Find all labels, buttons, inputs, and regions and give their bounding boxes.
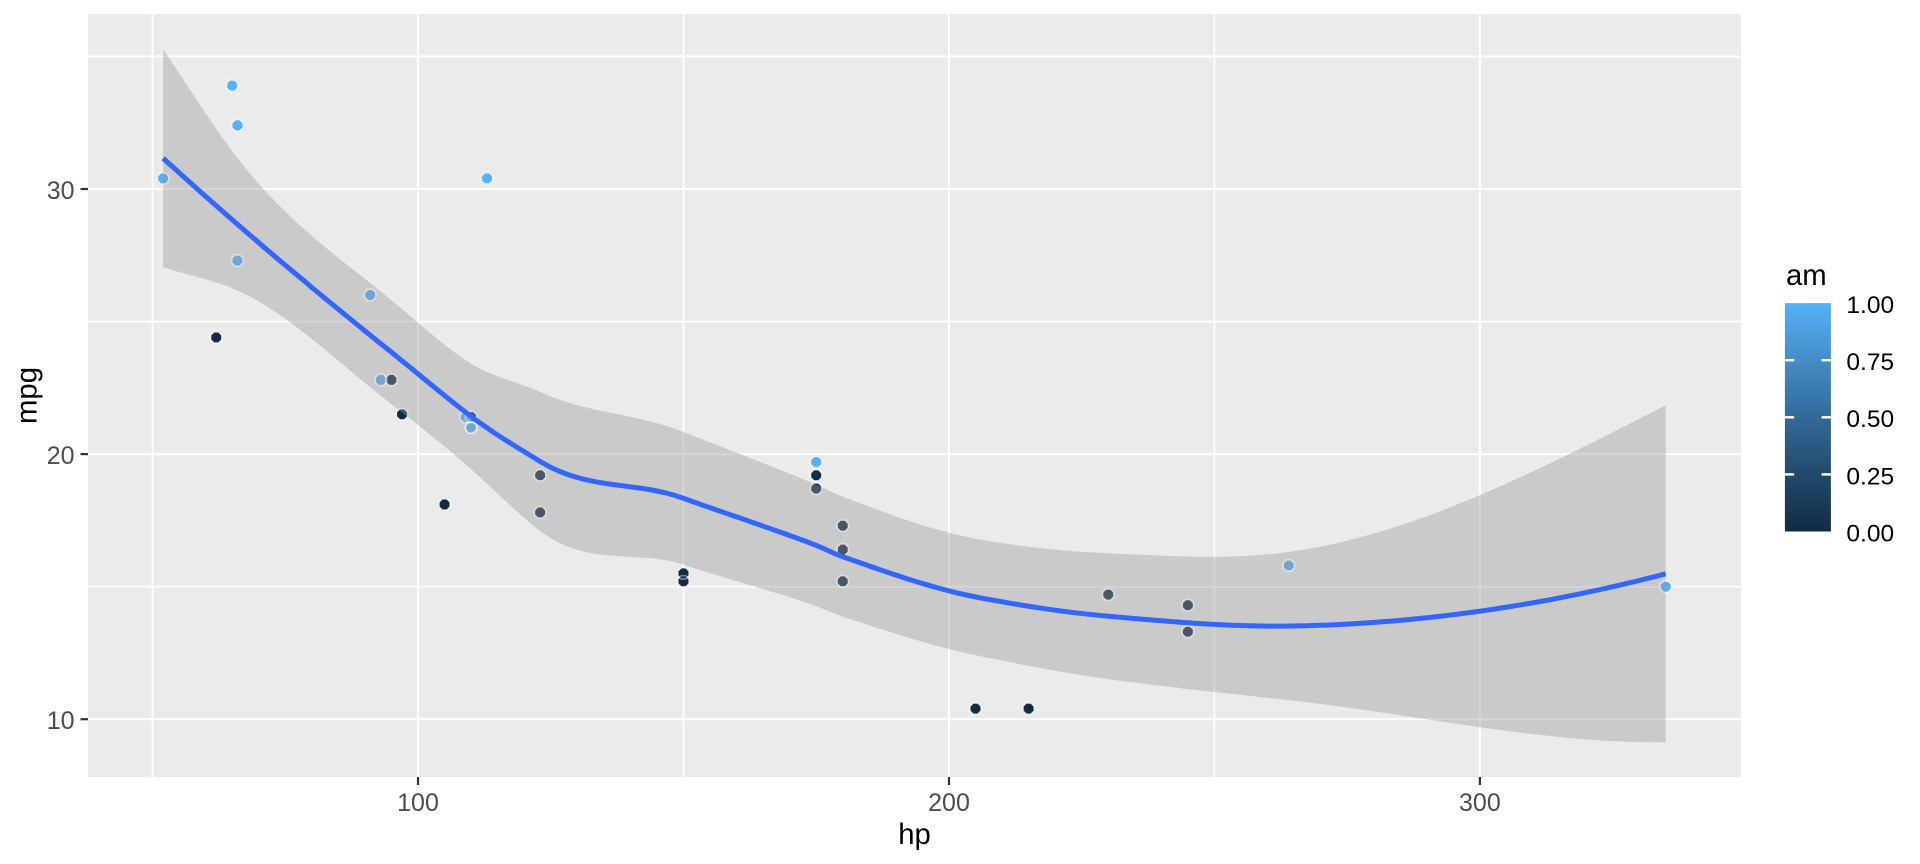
svg-text:300: 300 <box>1459 789 1501 817</box>
svg-text:1.00: 1.00 <box>1846 292 1894 319</box>
svg-text:100: 100 <box>397 789 439 817</box>
svg-text:am: am <box>1786 259 1827 292</box>
svg-text:0.75: 0.75 <box>1846 349 1894 376</box>
svg-text:200: 200 <box>928 789 970 817</box>
svg-text:20: 20 <box>47 442 75 470</box>
svg-text:hp: hp <box>898 818 931 851</box>
svg-text:mpg: mpg <box>11 367 44 424</box>
svg-text:0.00: 0.00 <box>1846 521 1894 548</box>
svg-text:0.50: 0.50 <box>1846 406 1894 433</box>
svg-text:30: 30 <box>47 177 75 205</box>
svg-text:0.25: 0.25 <box>1846 463 1894 490</box>
svg-text:10: 10 <box>47 707 75 735</box>
